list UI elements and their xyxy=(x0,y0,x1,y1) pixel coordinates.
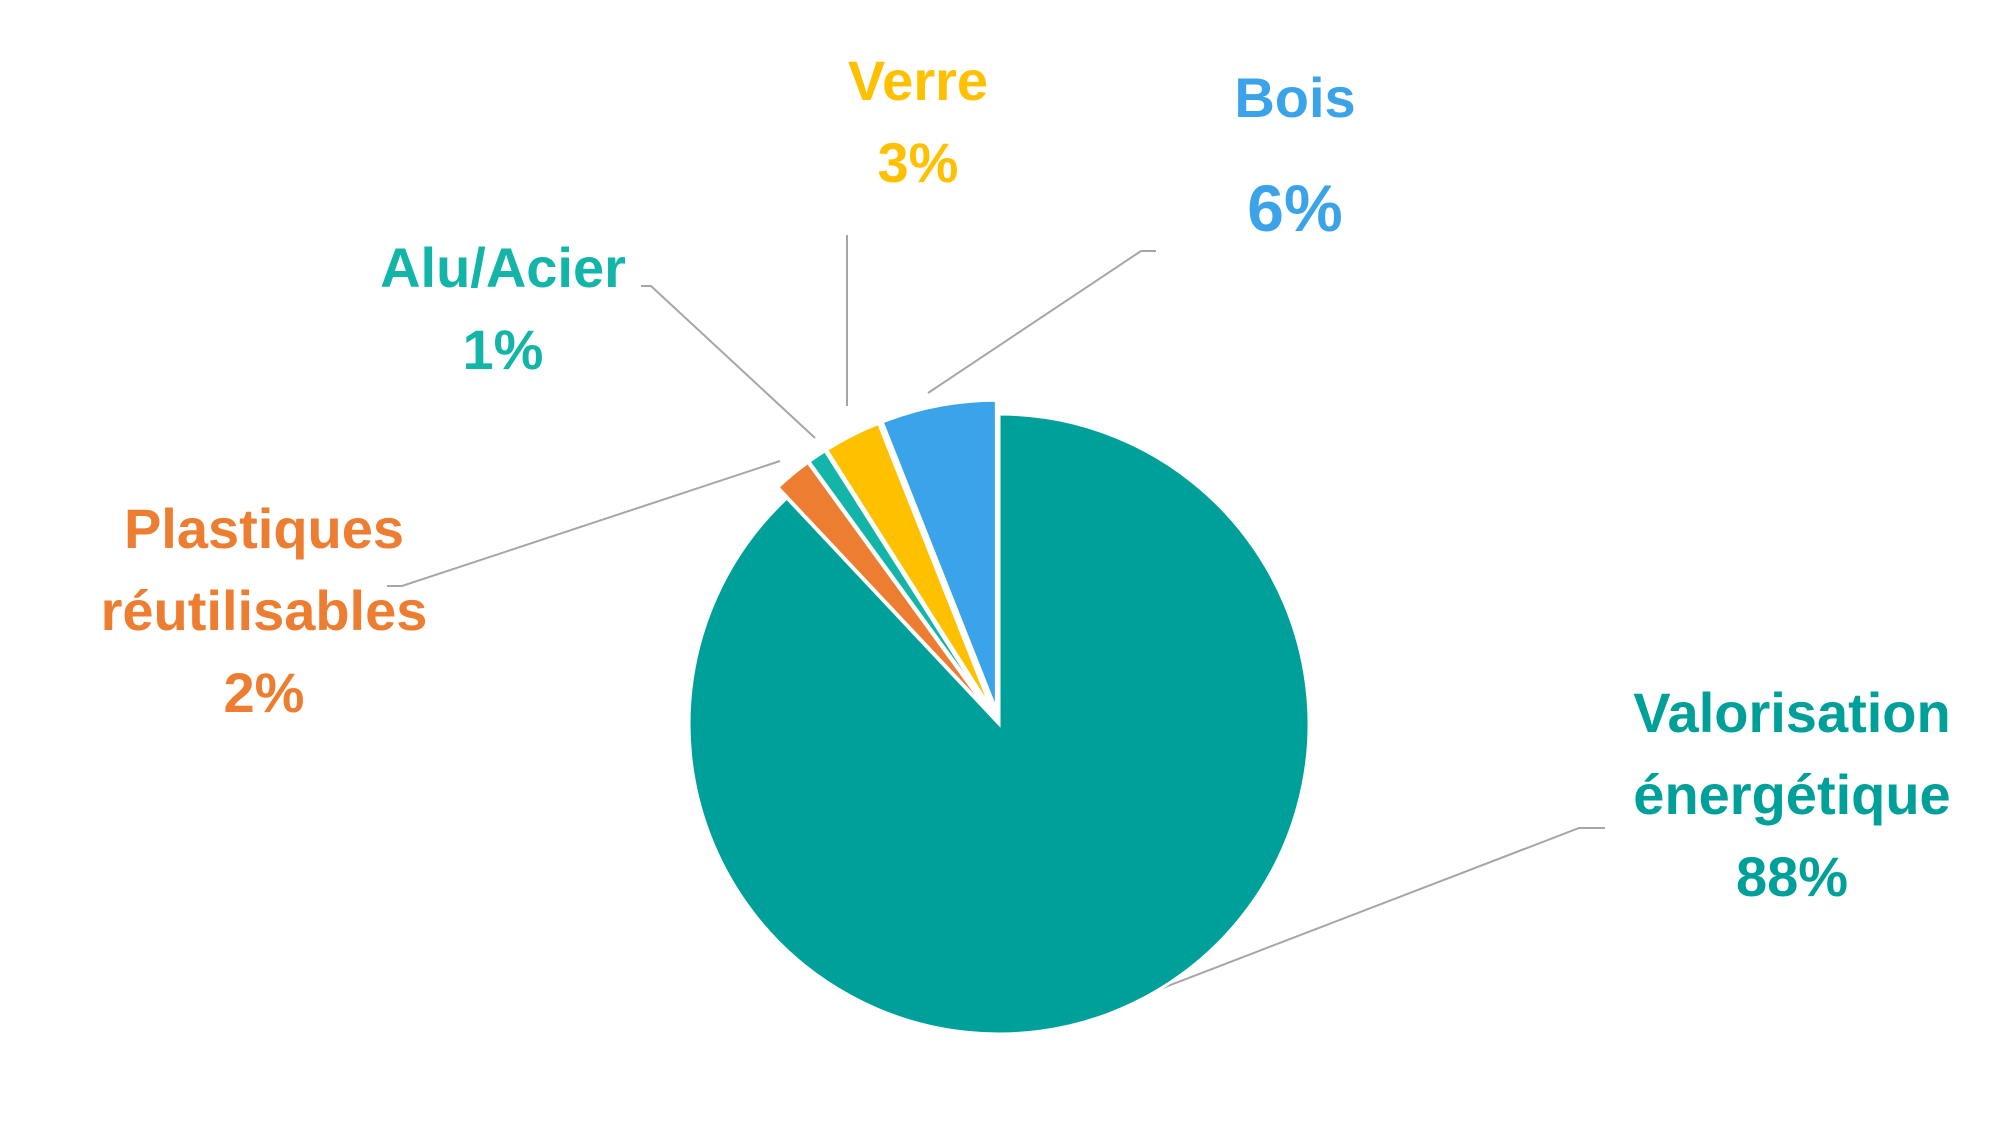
pie-slice xyxy=(687,412,1311,1036)
leader-line xyxy=(387,460,781,587)
value-label: 2% xyxy=(223,661,305,724)
value-label: 3% xyxy=(877,131,959,194)
value-label: 1% xyxy=(462,318,544,381)
leader-line xyxy=(641,285,816,439)
value-label: 6% xyxy=(1247,171,1343,245)
data-label: Bois 6% xyxy=(1145,57,1445,249)
category-label: Plastiques réutilisables xyxy=(100,497,428,642)
category-label: Bois xyxy=(1234,66,1356,129)
category-label: Verre xyxy=(847,49,989,112)
value-label: 88% xyxy=(1735,845,1849,908)
data-label: Plastiques réutilisables 2% xyxy=(74,488,454,734)
leader-lines xyxy=(387,235,1605,1000)
leader-line xyxy=(927,250,1156,394)
pie-slice xyxy=(824,421,995,713)
category-label: Valorisation énergétique xyxy=(1633,681,1951,826)
data-label: Valorisation énergétique 88% xyxy=(1602,672,1982,918)
pie-slice xyxy=(806,448,993,714)
leader-line xyxy=(1133,827,1605,1000)
data-label: Verre 3% xyxy=(768,40,1068,204)
data-label: Alu/Acier 1% xyxy=(303,227,703,391)
category-label: Alu/Acier xyxy=(380,236,626,299)
pie-slice xyxy=(880,398,998,711)
